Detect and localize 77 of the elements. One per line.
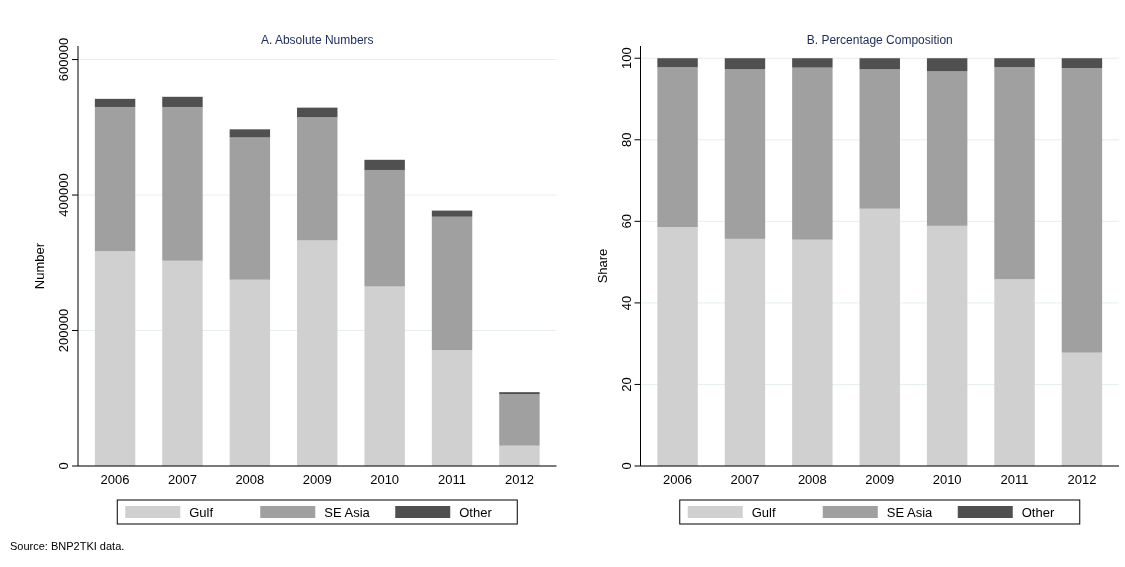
bar xyxy=(297,117,338,241)
bar xyxy=(926,58,968,72)
x-tick-label: 2012 xyxy=(1067,472,1097,487)
legend-label: Gulf xyxy=(189,504,214,520)
bar xyxy=(364,159,405,170)
y-tick-label: 40 xyxy=(618,295,634,311)
y-tick-label: 0 xyxy=(56,462,71,470)
bar xyxy=(431,210,473,217)
bar xyxy=(499,445,540,466)
bar xyxy=(792,67,833,240)
bar xyxy=(229,129,271,138)
x-tick-label: 2006 xyxy=(100,472,130,487)
legend-label: Gulf xyxy=(751,504,776,520)
y-tick-label: 20 xyxy=(618,377,634,392)
bar xyxy=(724,69,766,239)
bar xyxy=(431,350,473,466)
bar xyxy=(724,58,766,70)
y-tick-label: 600000 xyxy=(56,37,71,82)
bar xyxy=(162,106,203,261)
legend-label: Other xyxy=(1021,504,1055,520)
bar xyxy=(229,137,271,280)
bar xyxy=(994,279,1035,466)
bar xyxy=(94,251,136,466)
chart-title: B. Percentage Composition xyxy=(806,33,953,47)
y-tick-label: 60 xyxy=(618,214,634,229)
x-tick-label: 2009 xyxy=(865,472,895,487)
source-note: Source: BNP2TKI data. xyxy=(10,540,125,552)
legend-label: SE Asia xyxy=(324,504,371,520)
x-tick-label: 2006 xyxy=(663,472,693,487)
x-tick-label: 2007 xyxy=(730,472,760,487)
bar xyxy=(94,98,136,107)
bar xyxy=(297,107,338,118)
bar xyxy=(994,58,1035,68)
bar xyxy=(657,58,698,68)
bar xyxy=(859,58,900,70)
x-tick-label: 2011 xyxy=(1000,472,1029,487)
x-tick-label: 2008 xyxy=(797,472,827,487)
x-tick-label: 2010 xyxy=(932,472,962,487)
x-tick-label: 2008 xyxy=(235,472,265,487)
bar xyxy=(162,260,203,466)
bar xyxy=(229,279,271,466)
bar xyxy=(499,392,540,395)
legend-label: Other xyxy=(459,504,493,520)
y-axis-title: Number xyxy=(32,242,47,290)
bar xyxy=(1061,68,1103,353)
chart-title: A. Absolute Numbers xyxy=(260,33,374,47)
y-tick-label: 80 xyxy=(618,132,634,148)
bar xyxy=(792,58,833,68)
legend-label: SE Asia xyxy=(886,504,934,520)
bar xyxy=(994,67,1035,280)
bar xyxy=(792,239,833,466)
bar xyxy=(859,69,900,209)
bar xyxy=(162,96,203,107)
bar xyxy=(724,238,766,466)
bar xyxy=(657,67,698,228)
bar xyxy=(859,208,900,466)
y-axis-title: Share xyxy=(594,248,610,284)
bar xyxy=(364,286,405,466)
bar xyxy=(926,225,968,466)
x-tick-label: 2010 xyxy=(370,472,400,487)
bar xyxy=(499,394,540,446)
bar xyxy=(431,216,473,351)
y-tick-label: 200000 xyxy=(56,308,71,353)
bar xyxy=(94,106,136,252)
bar xyxy=(364,169,405,287)
bar xyxy=(926,71,968,226)
bar xyxy=(297,240,338,466)
x-tick-label: 2012 xyxy=(504,472,534,487)
bar xyxy=(1061,352,1103,466)
x-tick-label: 2011 xyxy=(438,472,467,487)
y-tick-label: 400000 xyxy=(56,173,71,217)
x-tick-label: 2009 xyxy=(302,472,332,487)
bar xyxy=(1061,58,1103,69)
bar xyxy=(657,227,698,466)
y-tick-label: 100 xyxy=(618,47,634,70)
y-tick-label: 0 xyxy=(618,462,634,470)
x-tick-label: 2007 xyxy=(168,472,197,487)
